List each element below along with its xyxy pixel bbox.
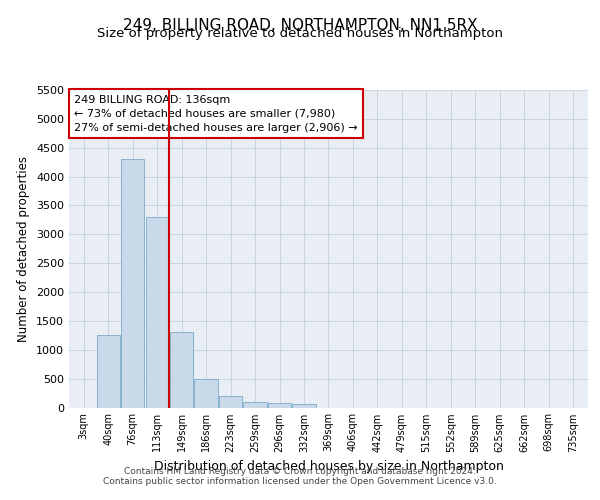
Text: 249, BILLING ROAD, NORTHAMPTON, NN1 5RX: 249, BILLING ROAD, NORTHAMPTON, NN1 5RX xyxy=(122,18,478,32)
Text: Size of property relative to detached houses in Northampton: Size of property relative to detached ho… xyxy=(97,28,503,40)
Bar xyxy=(268,403,291,407)
Bar xyxy=(244,402,266,407)
Y-axis label: Number of detached properties: Number of detached properties xyxy=(17,156,31,342)
Bar xyxy=(194,378,218,408)
Text: Contains public sector information licensed under the Open Government Licence v3: Contains public sector information licen… xyxy=(103,477,497,486)
X-axis label: Distribution of detached houses by size in Northampton: Distribution of detached houses by size … xyxy=(154,460,503,473)
Text: Contains HM Land Registry data © Crown copyright and database right 2024.: Contains HM Land Registry data © Crown c… xyxy=(124,467,476,476)
Bar xyxy=(170,332,193,407)
Bar xyxy=(292,404,316,407)
Bar xyxy=(146,217,169,408)
Bar xyxy=(219,396,242,407)
Bar xyxy=(97,336,120,407)
Text: 249 BILLING ROAD: 136sqm
← 73% of detached houses are smaller (7,980)
27% of sem: 249 BILLING ROAD: 136sqm ← 73% of detach… xyxy=(74,95,358,133)
Bar xyxy=(121,160,144,408)
